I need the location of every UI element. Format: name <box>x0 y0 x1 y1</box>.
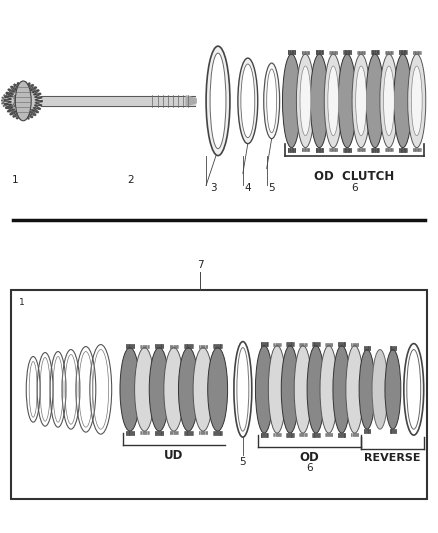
Polygon shape <box>5 83 41 119</box>
Ellipse shape <box>264 63 279 139</box>
Ellipse shape <box>394 54 412 148</box>
Ellipse shape <box>206 46 230 156</box>
Ellipse shape <box>178 348 198 431</box>
Text: 5: 5 <box>268 183 275 193</box>
Text: OD  CLUTCH: OD CLUTCH <box>314 169 394 182</box>
Ellipse shape <box>359 350 375 429</box>
Ellipse shape <box>120 348 140 431</box>
Text: REVERSE: REVERSE <box>364 453 420 463</box>
Ellipse shape <box>310 54 328 148</box>
Ellipse shape <box>346 345 364 433</box>
Ellipse shape <box>372 350 388 429</box>
Text: 3: 3 <box>210 183 216 193</box>
Ellipse shape <box>384 66 394 136</box>
Ellipse shape <box>267 69 277 133</box>
Ellipse shape <box>241 64 255 138</box>
Ellipse shape <box>356 66 367 136</box>
Ellipse shape <box>210 53 226 149</box>
Ellipse shape <box>149 348 169 431</box>
Ellipse shape <box>15 81 31 121</box>
Ellipse shape <box>283 54 300 148</box>
Ellipse shape <box>333 345 350 433</box>
Ellipse shape <box>411 66 422 136</box>
Ellipse shape <box>193 348 213 431</box>
Ellipse shape <box>208 348 228 431</box>
Text: 2: 2 <box>127 175 134 185</box>
Ellipse shape <box>408 54 426 148</box>
Polygon shape <box>4 82 42 120</box>
Text: 6: 6 <box>306 463 313 473</box>
Polygon shape <box>186 96 196 106</box>
Text: UD: UD <box>164 449 183 462</box>
Bar <box>11 290 427 499</box>
Ellipse shape <box>238 58 258 144</box>
Ellipse shape <box>352 54 370 148</box>
Text: OD: OD <box>300 451 319 464</box>
Ellipse shape <box>281 345 299 433</box>
Ellipse shape <box>324 54 343 148</box>
Text: 5: 5 <box>240 457 246 467</box>
Ellipse shape <box>255 345 273 433</box>
Polygon shape <box>1 93 17 109</box>
Text: 7: 7 <box>197 260 203 270</box>
Text: 1: 1 <box>19 298 25 307</box>
Ellipse shape <box>307 345 325 433</box>
Ellipse shape <box>328 66 339 136</box>
Ellipse shape <box>294 345 312 433</box>
Ellipse shape <box>385 350 401 429</box>
Text: 1: 1 <box>12 175 18 185</box>
Ellipse shape <box>268 345 286 433</box>
Ellipse shape <box>134 348 155 431</box>
Ellipse shape <box>320 345 338 433</box>
Ellipse shape <box>380 54 398 148</box>
Text: 4: 4 <box>244 183 251 193</box>
Ellipse shape <box>338 54 356 148</box>
Text: 6: 6 <box>351 183 357 193</box>
Ellipse shape <box>300 66 311 136</box>
Ellipse shape <box>366 54 384 148</box>
Ellipse shape <box>17 95 29 107</box>
Ellipse shape <box>164 348 184 431</box>
Ellipse shape <box>297 54 314 148</box>
